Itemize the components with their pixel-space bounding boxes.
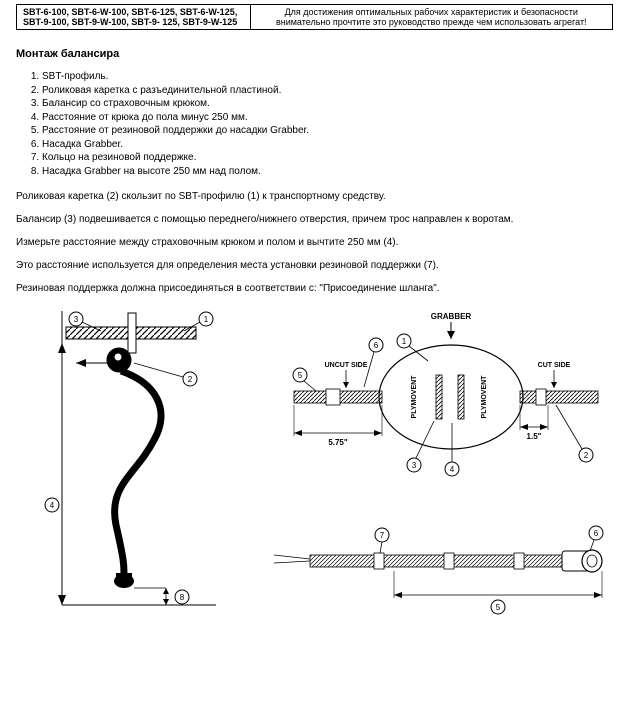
callout-4: 4 — [50, 501, 55, 510]
paragraph: Роликовая каретка (2) скользит по SBT-пр… — [16, 190, 613, 203]
callout-r1: 1 — [402, 337, 407, 346]
list-item: Расстояние от крюка до пола минус 250 мм… — [42, 111, 613, 125]
paragraph: Это расстояние используется для определе… — [16, 259, 613, 272]
brand-right: PLYMOVENT — [481, 375, 488, 419]
header-note-cell: Для достижения оптимальных рабочих харак… — [250, 5, 612, 30]
numbered-list: SBT-профиль. Роликовая каретка с разъеди… — [16, 70, 613, 178]
callout-r2: 2 — [584, 451, 589, 460]
label-grabber: GRABBER — [431, 312, 472, 321]
dim-right: 1.5" — [527, 432, 542, 441]
section-title: Монтаж балансира — [16, 48, 613, 60]
callout-1: 1 — [204, 315, 209, 324]
figure-bottom: 7 6 5 — [274, 525, 614, 625]
figures-area: 3 1 2 4 8 GRABBER — [16, 305, 613, 635]
callout-b5: 5 — [496, 603, 501, 612]
paragraph: Балансир (3) подвешивается с помощью пер… — [16, 213, 613, 226]
header-models-cell: SBT-6-100, SBT-6-W-100, SBT-6-125, SBT-6… — [17, 5, 251, 30]
list-item: Насадка Grabber. — [42, 138, 613, 152]
callout-r5: 5 — [298, 371, 303, 380]
label-cut: CUT SIDE — [538, 362, 571, 369]
callout-2: 2 — [188, 375, 193, 384]
callout-r3: 3 — [412, 461, 417, 470]
figure-right: GRABBER UNCUT SIDE CUT SIDE PLYMOVE — [286, 305, 606, 495]
header-table: SBT-6-100, SBT-6-W-100, SBT-6-125, SBT-6… — [16, 4, 613, 30]
callout-b7: 7 — [380, 531, 385, 540]
list-item: SBT-профиль. — [42, 70, 613, 84]
header-note: Для достижения оптимальных рабочих харак… — [276, 7, 587, 27]
header-models: SBT-6-100, SBT-6-W-100, SBT-6-125, SBT-6… — [23, 7, 237, 27]
brand-left: PLYMOVENT — [411, 375, 418, 419]
callout-r6: 6 — [374, 341, 379, 350]
list-item: Роликовая каретка с разъединительной пла… — [42, 84, 613, 98]
figure-left: 3 1 2 4 8 — [16, 305, 246, 615]
callout-r4: 4 — [450, 465, 455, 474]
list-item: Насадка Grabber на высоте 250 мм над пол… — [42, 165, 613, 179]
dim-left: 5.75" — [328, 438, 348, 447]
callout-b6: 6 — [594, 529, 599, 538]
label-uncut: UNCUT SIDE — [325, 362, 368, 369]
list-item: Расстояние от резиновой поддержки до нас… — [42, 124, 613, 138]
paragraph: Измерьте расстояние между страховочным к… — [16, 236, 613, 249]
callout-3: 3 — [74, 315, 79, 324]
list-item: Балансир со страховочным крюком. — [42, 97, 613, 111]
callout-8: 8 — [180, 593, 185, 602]
list-item: Кольцо на резиновой поддержке. — [42, 151, 613, 165]
paragraph: Резиновая поддержка должна присоединятьс… — [16, 282, 613, 295]
